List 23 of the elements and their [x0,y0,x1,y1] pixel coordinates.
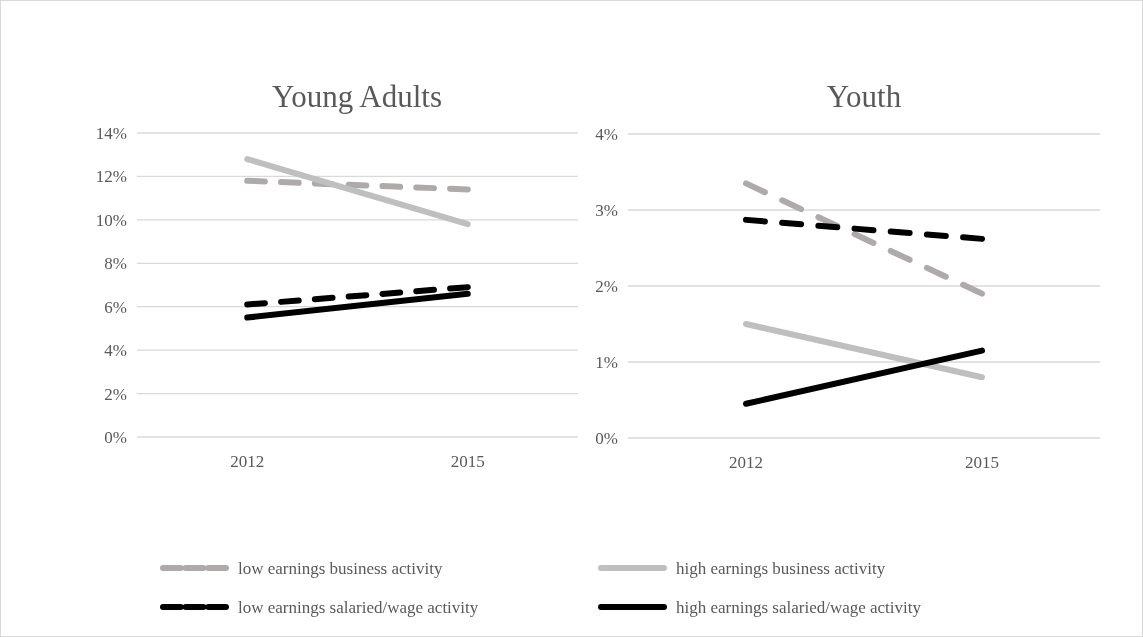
y-tick-label: 4% [595,124,618,144]
y-tick-label: 3% [595,200,618,220]
y-tick-label: 6% [104,297,127,317]
y-tick-label: 12% [95,167,127,187]
y-tick-label: 1% [595,352,618,372]
y-tick-label: 2% [104,384,127,404]
x-tick-label: 2012 [230,452,265,471]
y-tick-label: 14% [95,123,127,143]
legend-label: high earnings salaried/wage activity [676,597,922,617]
x-tick-label: 2015 [965,453,999,472]
legend-label: high earnings business activity [676,558,886,578]
y-tick-label: 0% [104,427,127,447]
y-tick-label: 0% [595,428,618,448]
chart-title: Young Adults [271,79,443,114]
legend-label: low earnings salaried/wage activity [238,597,479,617]
y-tick-label: 10% [95,210,127,230]
chart-title: Youth [826,79,902,114]
legend-label: low earnings business activity [238,558,443,578]
x-tick-label: 2012 [729,453,763,472]
y-tick-label: 2% [595,276,618,296]
y-tick-label: 8% [104,254,127,274]
x-tick-label: 2015 [450,452,485,471]
y-tick-label: 4% [104,341,127,361]
